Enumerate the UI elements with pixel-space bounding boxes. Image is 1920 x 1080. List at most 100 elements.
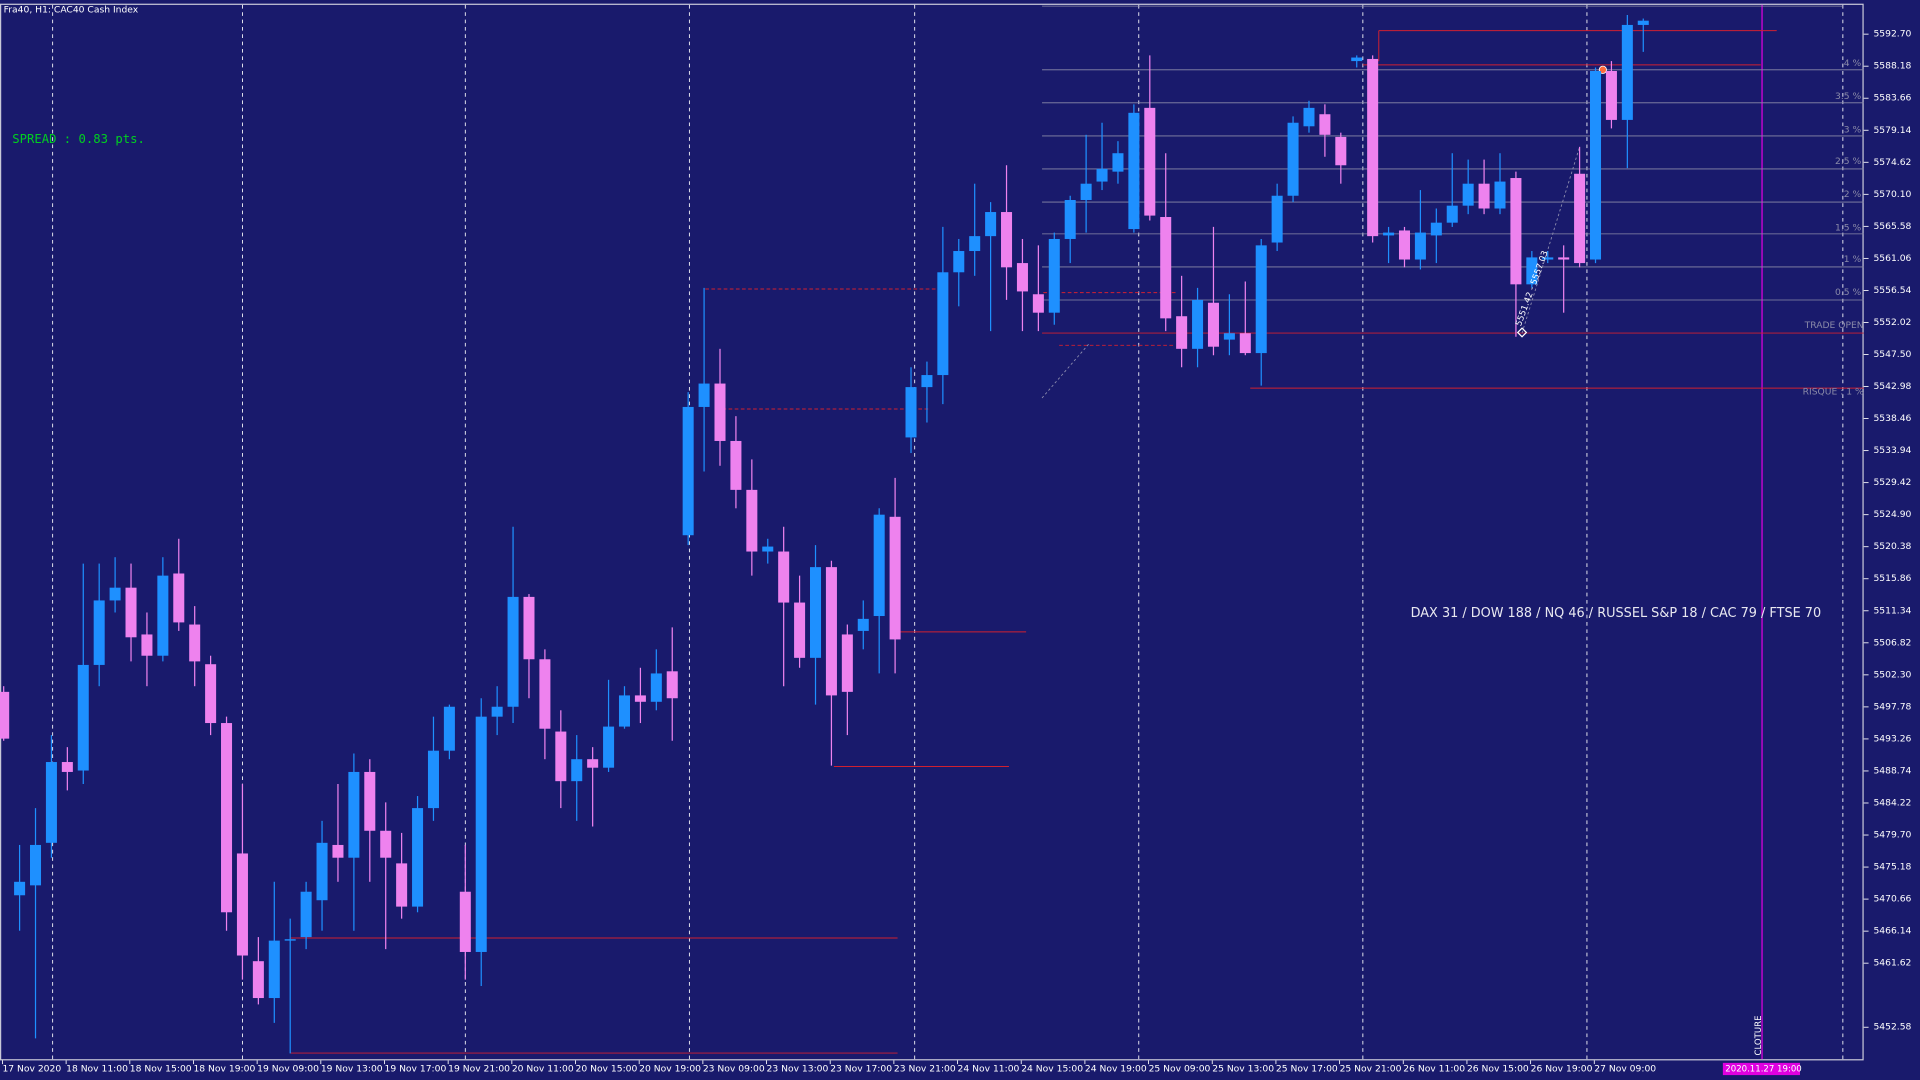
- x-tick-label: 23 Nov 17:00: [830, 1063, 892, 1074]
- x-tick-label: 24 Nov 11:00: [958, 1063, 1020, 1074]
- y-tick-label: 5538.46: [1873, 413, 1911, 424]
- y-tick-label: 5470.66: [1873, 894, 1911, 905]
- x-tick-label: 20 Nov 15:00: [576, 1063, 638, 1074]
- y-tick-label: 5588.18: [1873, 61, 1911, 72]
- candle-body: [825, 567, 837, 696]
- candle-body: [1207, 302, 1219, 347]
- candle-body: [268, 940, 280, 999]
- candle-body: [14, 881, 26, 896]
- candle-body: [125, 587, 137, 638]
- candle-body: [937, 272, 949, 376]
- chart-title: Fra40, H1: CAC40 Cash Index: [4, 4, 139, 15]
- candle-body: [427, 750, 439, 809]
- x-tick-label: 25 Nov 09:00: [1149, 1063, 1211, 1074]
- x-tick-label: 17 Nov 2020: [2, 1063, 61, 1074]
- y-tick-label: 5515.86: [1873, 573, 1911, 584]
- x-tick-label: 26 Nov 15:00: [1467, 1063, 1529, 1074]
- y-tick-label: 5479.70: [1873, 830, 1911, 841]
- candle-body: [300, 891, 312, 938]
- y-tick-label: 5475.18: [1873, 862, 1911, 873]
- candle-body: [1176, 316, 1188, 349]
- y-tick-label: 5452.58: [1873, 1022, 1911, 1033]
- level-label: 4 %: [1844, 58, 1862, 69]
- candle-body: [1144, 107, 1156, 216]
- candle-body: [316, 842, 328, 901]
- candle-body: [539, 659, 551, 729]
- close-time-box: [1722, 1062, 1800, 1076]
- candle-body: [1319, 114, 1331, 135]
- y-tick-label: 5579.14: [1873, 125, 1911, 136]
- y-tick-label: 5561.06: [1873, 253, 1911, 264]
- candle-body: [730, 440, 742, 490]
- y-tick-label: 5493.26: [1873, 733, 1911, 744]
- y-tick-label: 5570.10: [1873, 189, 1911, 200]
- candle-body: [1446, 205, 1458, 223]
- y-tick-label: 5565.58: [1873, 221, 1911, 232]
- y-tick-label: 5484.22: [1873, 797, 1911, 808]
- x-tick-label: 23 Nov 13:00: [767, 1063, 829, 1074]
- candle-body: [1637, 20, 1649, 25]
- x-tick-label: 19 Nov 09:00: [257, 1063, 319, 1074]
- candle-body: [762, 546, 774, 552]
- candle-body: [1335, 136, 1347, 166]
- candle-body: [1287, 122, 1299, 196]
- y-tick-label: 5497.78: [1873, 701, 1911, 712]
- candle-body: [157, 575, 169, 656]
- candle-body: [746, 489, 758, 552]
- candle-body: [1112, 153, 1124, 172]
- candle-body: [953, 251, 965, 273]
- annotation: CLOTURE: [1754, 1015, 1764, 1055]
- trend-line: [1041, 342, 1091, 399]
- candle-body: [1462, 183, 1474, 206]
- candle-body: [985, 212, 997, 237]
- candle-body: [364, 771, 376, 831]
- candle-body: [1271, 195, 1283, 243]
- candle-body: [1621, 24, 1633, 120]
- y-tick-label: 5547.50: [1873, 349, 1911, 360]
- candle-body: [1510, 178, 1522, 285]
- x-tick-label: 20 Nov 19:00: [639, 1063, 701, 1074]
- candle-body: [873, 514, 885, 617]
- candle-body: [507, 596, 519, 707]
- y-tick-label: 5542.98: [1873, 381, 1911, 392]
- level-label: 1.5 %: [1835, 222, 1862, 233]
- candle-body: [491, 706, 503, 717]
- candle-body: [1414, 232, 1426, 260]
- candle-body: [93, 600, 105, 665]
- x-tick-label: 18 Nov 11:00: [66, 1063, 128, 1074]
- y-tick-label: 5552.02: [1873, 317, 1911, 328]
- candle-body: [1048, 238, 1060, 313]
- x-tick-label: 19 Nov 21:00: [448, 1063, 510, 1074]
- annotation: TRADE OPEN: [1804, 320, 1864, 331]
- x-tick-label: 23 Nov 09:00: [703, 1063, 765, 1074]
- y-tick-label: 5502.30: [1873, 669, 1911, 680]
- candle-body: [969, 236, 981, 252]
- candle-body: [1494, 181, 1506, 209]
- x-tick-label: 19 Nov 17:00: [384, 1063, 446, 1074]
- plot-frame: [0, 3, 1864, 1061]
- candle-body: [1032, 294, 1044, 313]
- candle-body: [284, 939, 296, 941]
- candle-body: [1367, 58, 1379, 237]
- candle-body: [61, 762, 73, 772]
- y-tick-label: 5520.38: [1873, 541, 1911, 552]
- candle-body: [1064, 199, 1076, 239]
- candle-body: [889, 516, 901, 640]
- candle-body: [650, 673, 662, 702]
- candle-body: [1351, 57, 1363, 62]
- candle-body: [1398, 230, 1410, 260]
- candle-body: [348, 771, 360, 858]
- candle-body: [1239, 333, 1251, 354]
- level-label: 1 %: [1844, 254, 1862, 265]
- y-tick-label: 5533.94: [1873, 445, 1911, 456]
- candle-body: [1096, 168, 1108, 182]
- candle-body: [221, 723, 233, 913]
- candle-body: [666, 671, 678, 699]
- candle-body: [380, 830, 392, 858]
- x-tick-label: 25 Nov 21:00: [1340, 1063, 1402, 1074]
- candle-body: [1223, 333, 1235, 340]
- trend-line: [1521, 146, 1581, 334]
- candle-body: [141, 634, 153, 656]
- candle-body: [1303, 107, 1315, 127]
- candle-body: [587, 759, 599, 768]
